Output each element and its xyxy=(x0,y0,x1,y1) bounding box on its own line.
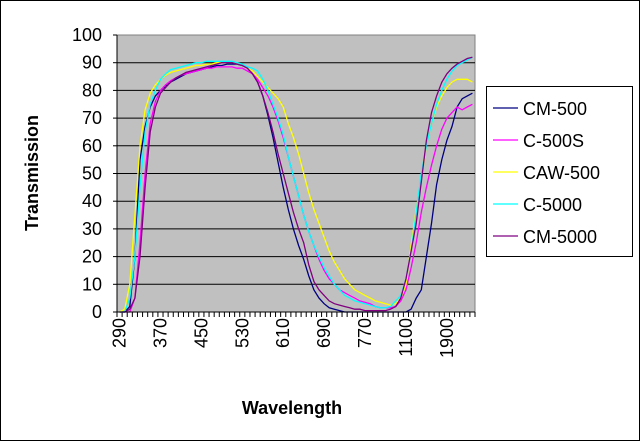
legend-label: C-5000 xyxy=(523,195,582,215)
y-tick-label: 10 xyxy=(82,274,102,294)
y-tick-label: 80 xyxy=(82,80,102,100)
x-tick-label: 290 xyxy=(110,318,130,348)
series-line-c-5000 xyxy=(119,56,473,313)
y-axis-title: Transmission xyxy=(22,115,42,231)
x-tick-label: 450 xyxy=(191,318,211,348)
x-tick-label: 690 xyxy=(314,318,334,348)
y-tick-label: 40 xyxy=(82,191,102,211)
x-tick-label: 1100 xyxy=(396,318,416,357)
y-tick-label: 70 xyxy=(82,108,102,128)
x-tick-label: 530 xyxy=(232,318,252,348)
x-tick-label: 1900 xyxy=(437,318,457,358)
legend-label: C-500S xyxy=(523,131,584,151)
y-tick-label: 60 xyxy=(82,136,102,156)
x-axis-title: Wavelength xyxy=(242,398,342,418)
x-tick-label: 610 xyxy=(273,318,293,348)
legend-label: CAW-500 xyxy=(523,163,600,183)
legend: CM-500 C-500S CAW-500 C-5000 CM-5000 xyxy=(486,86,633,257)
y-tick-label: 100 xyxy=(72,25,102,45)
y-tick-label: 20 xyxy=(82,247,102,267)
legend-label: CM-5000 xyxy=(523,227,597,247)
y-tick-label: 50 xyxy=(82,164,102,184)
y-tick-label: 90 xyxy=(82,53,102,73)
series-line-cm-5000 xyxy=(119,56,473,313)
y-tick-label: 0 xyxy=(92,302,102,322)
legend-label: CM-500 xyxy=(523,99,587,119)
y-tick-label: 30 xyxy=(82,219,102,239)
series-line-cm-500 xyxy=(119,63,473,313)
x-tick-label: 770 xyxy=(355,318,375,348)
x-tick-label: 370 xyxy=(150,318,170,348)
